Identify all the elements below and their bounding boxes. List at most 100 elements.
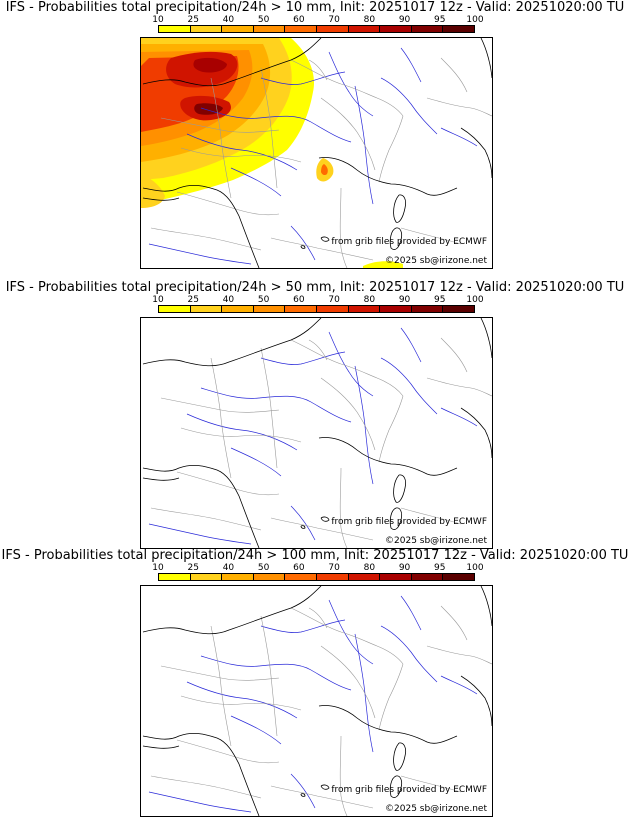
colorbar-bin (411, 26, 444, 32)
region-border-line (320, 645, 376, 719)
river-line (260, 71, 346, 85)
colorbar-bin (190, 574, 223, 580)
colorbar-bin (380, 306, 412, 312)
region-border-line (290, 607, 404, 665)
colorbar-bin (380, 26, 412, 32)
colorbar-tick-label: 50 (257, 563, 270, 573)
region-border-line (426, 377, 492, 397)
precip-probability-area (194, 103, 223, 115)
region-border-line (308, 339, 328, 361)
coastline (320, 236, 330, 242)
colorbar-tick-label: 25 (187, 563, 199, 573)
region-border-line (378, 395, 404, 463)
river-line (400, 595, 422, 631)
colorbar-bin (253, 306, 286, 312)
region-border-line (176, 471, 280, 496)
river-line (260, 351, 346, 365)
panel-title: IFS - Probabilities total precipitation/… (1, 548, 629, 563)
colorbar-bin (285, 306, 317, 312)
coastline (460, 675, 492, 727)
colorbar-tick-label: 70 (328, 15, 340, 25)
colorbar-tick-label: 25 (187, 15, 199, 25)
credit-copyright: ©2025 sb@irizone.net (385, 256, 487, 266)
colorbar-bin (159, 574, 191, 580)
colorbar-bin (443, 306, 474, 312)
region-border-line (160, 117, 280, 133)
colorbar-bin (222, 574, 254, 580)
colorbar-bin (285, 574, 317, 580)
region-border-line (210, 357, 232, 479)
coastline (480, 586, 492, 627)
coastline (300, 525, 306, 529)
region-border-line (150, 227, 262, 251)
coastline (142, 197, 180, 201)
coastline (389, 775, 403, 798)
colorbar-bin (159, 26, 191, 32)
precip-probability-area (141, 174, 165, 208)
map-canvas (142, 318, 492, 548)
coastline (318, 437, 458, 476)
colorbar-tick-label: 40 (222, 295, 235, 305)
region-border-line (378, 115, 404, 183)
map-panel-100mm: IFS - Probabilities total precipitation/… (0, 548, 630, 824)
colorbar-bin (316, 306, 349, 312)
colorbar-tick-label: 70 (328, 563, 340, 573)
colorbar-tick-label: 10 (152, 295, 164, 305)
coastline (460, 407, 492, 459)
region-border-line (270, 237, 374, 261)
colorbar-tick-label: 100 (466, 295, 484, 305)
coastline (142, 318, 322, 367)
region-border-line (339, 187, 348, 268)
region-border-line (308, 607, 328, 629)
region-border-line (150, 507, 262, 531)
region-border-line (400, 507, 462, 525)
region-border-line (160, 397, 280, 413)
colorbar (158, 25, 475, 33)
colorbar-ticks: 10 25 40 50 60 70 80 90 95 100 (152, 295, 483, 305)
river-line (290, 773, 316, 809)
colorbar-tick-label: 10 (152, 563, 164, 573)
river-line (328, 331, 374, 397)
colorbar-tick-label: 90 (398, 563, 411, 573)
colorbar-bin (190, 26, 223, 32)
credit-copyright: ©2025 sb@irizone.net (385, 804, 487, 814)
region-border-line (308, 59, 328, 81)
region-border-line (440, 57, 468, 93)
river-line (230, 167, 282, 197)
coastline (142, 732, 260, 816)
coastline (460, 127, 492, 179)
coastline (480, 38, 492, 79)
map-panel-50mm: IFS - Probabilities total precipitation/… (0, 280, 630, 556)
river-line (230, 447, 282, 477)
coastline (142, 586, 322, 635)
region-border-line (150, 775, 262, 799)
colorbar-bin (159, 306, 191, 312)
colorbar-bin (443, 26, 474, 32)
colorbar-bin (411, 574, 444, 580)
credit-copyright: ©2025 sb@irizone.net (385, 536, 487, 546)
river-line (328, 599, 374, 665)
region-border-line (290, 339, 404, 397)
region-border-line (260, 347, 278, 469)
colorbar-bin (380, 574, 412, 580)
colorbar-bin (222, 26, 254, 32)
colorbar-tick-label: 60 (293, 563, 305, 573)
region-border-line (320, 377, 376, 451)
river-line (328, 51, 374, 117)
river-line (380, 77, 438, 135)
river-line (380, 625, 438, 683)
region-border-line (426, 645, 492, 665)
river-line (200, 107, 352, 143)
region-border-line (426, 97, 492, 117)
region-border-line (440, 337, 468, 373)
region-border-line (180, 695, 302, 711)
river-line (400, 327, 422, 363)
region-border-line (176, 191, 280, 216)
region-border-line (270, 785, 374, 809)
map-panel-10mm: IFS - Probabilities total precipitation/… (0, 0, 630, 276)
coastline (393, 474, 407, 503)
river-line (440, 127, 478, 147)
colorbar-tick-label: 80 (363, 295, 376, 305)
precipitation-map: from grib files provided by ECMWF ©2025 … (140, 37, 493, 269)
coastline (142, 184, 260, 268)
